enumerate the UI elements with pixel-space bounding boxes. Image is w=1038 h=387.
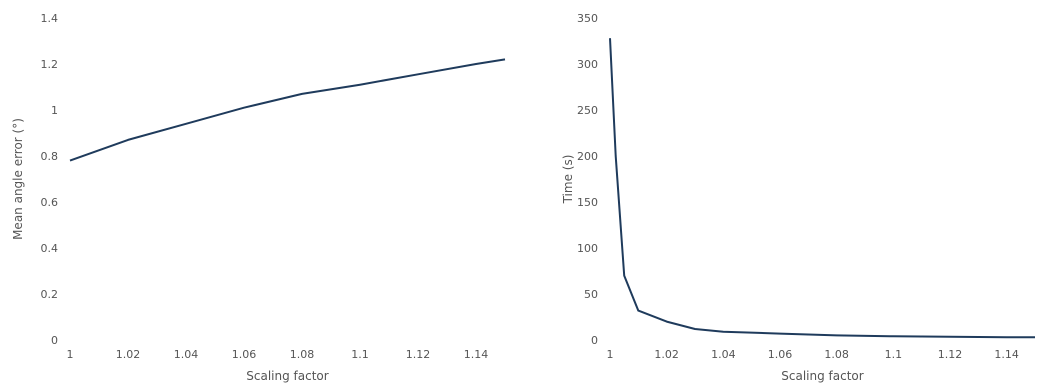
series-line bbox=[69, 58, 506, 162]
y-tick-label: 350 bbox=[577, 12, 598, 25]
y-tick-label: 0.2 bbox=[41, 288, 59, 301]
y-tick-label: 1.2 bbox=[41, 58, 59, 71]
y-tick-label: 0 bbox=[51, 334, 58, 347]
y-tick-label: 0.8 bbox=[41, 150, 59, 163]
x-tick-label: 1.14 bbox=[464, 348, 489, 361]
chart-2: 0 50 100 150 200 250 300 350 1 1.02 1.04 1.06 1.08 1.… bbox=[561, 12, 1035, 383]
x-axis-label: Scaling factor bbox=[781, 369, 863, 383]
y-axis-label: Time (s) bbox=[561, 155, 575, 205]
y-tick-label: 50 bbox=[584, 288, 598, 301]
x-tick-label: 1 bbox=[607, 348, 614, 361]
x-tick-label: 1.1 bbox=[351, 348, 369, 361]
y-tick-label: 0 bbox=[591, 334, 598, 347]
x-tick-label: 1.04 bbox=[174, 348, 199, 361]
x-tick-label: 1.08 bbox=[824, 348, 849, 361]
x-tick-label: 1.12 bbox=[406, 348, 431, 361]
y-tick-label: 150 bbox=[577, 196, 598, 209]
y-tick-label: 1.4 bbox=[41, 12, 59, 25]
series-line bbox=[609, 38, 1035, 339]
x-tick-label: 1.08 bbox=[290, 348, 315, 361]
y-tick-label: 300 bbox=[577, 58, 598, 71]
y-tick-label: 200 bbox=[577, 150, 598, 163]
x-tick-label: 1.04 bbox=[711, 348, 736, 361]
x-tick-label: 1.06 bbox=[232, 348, 257, 361]
y-tick-label: 0.4 bbox=[41, 242, 59, 255]
x-tick-label: 1.1 bbox=[885, 348, 903, 361]
x-tick-label: 1.14 bbox=[994, 348, 1019, 361]
y-axis-label: Mean angle error (°) bbox=[11, 118, 25, 240]
chart-1: 0 0.2 0.4 0.6 0.8 1 1.2 1.4 1 1.02 1.04 1.06 1.08 1.1… bbox=[11, 12, 506, 383]
y-tick-label: 0.6 bbox=[41, 196, 59, 209]
x-tick-label: 1.06 bbox=[768, 348, 793, 361]
y-tick-label: 250 bbox=[577, 104, 598, 117]
x-tick-label: 1.02 bbox=[654, 348, 679, 361]
x-tick-label: 1 bbox=[67, 348, 74, 361]
x-tick-label: 1.12 bbox=[938, 348, 963, 361]
x-axis-label: Scaling factor bbox=[246, 369, 328, 383]
y-tick-label: 1 bbox=[51, 104, 58, 117]
y-tick-label: 100 bbox=[577, 242, 598, 255]
x-tick-label: 1.02 bbox=[116, 348, 141, 361]
